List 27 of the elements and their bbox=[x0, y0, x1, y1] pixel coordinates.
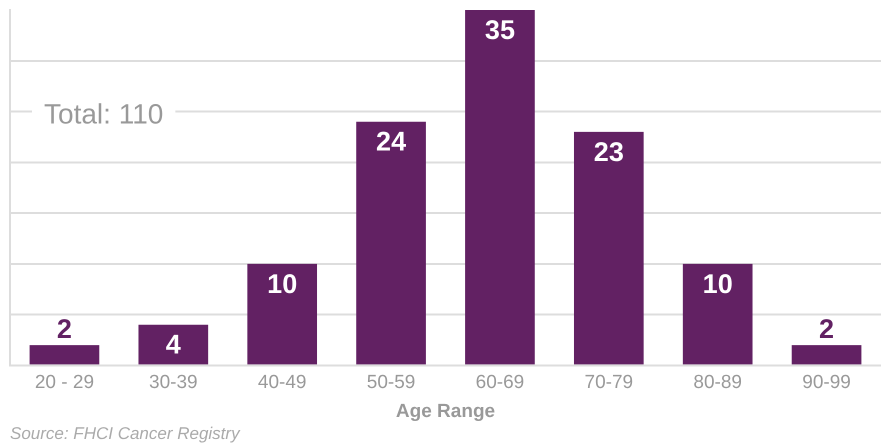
bar bbox=[30, 345, 100, 364]
bar bbox=[574, 132, 644, 364]
bar bbox=[682, 264, 753, 364]
data-label: 23 bbox=[594, 136, 624, 167]
data-label: 2 bbox=[819, 314, 834, 344]
x-tick-label: 50-59 bbox=[366, 372, 416, 394]
data-label: 10 bbox=[702, 268, 733, 299]
data-label: 2 bbox=[56, 314, 72, 344]
data-label: 10 bbox=[267, 268, 298, 299]
x-tick-label: 20 - 29 bbox=[34, 372, 94, 394]
bar bbox=[465, 10, 535, 364]
x-axis-title: Age Range bbox=[396, 400, 496, 422]
bar bbox=[247, 264, 318, 364]
x-tick-label: 70-79 bbox=[584, 372, 634, 394]
data-label: 35 bbox=[484, 14, 515, 45]
source-note: Source: FHCI Cancer Registry bbox=[10, 424, 242, 444]
x-tick-label: 30-39 bbox=[149, 372, 198, 394]
x-tick-label: 60-69 bbox=[476, 372, 524, 394]
x-tick-label: 80-89 bbox=[693, 372, 742, 394]
bar bbox=[792, 345, 862, 364]
data-label: 24 bbox=[376, 126, 406, 157]
bar bbox=[138, 324, 208, 364]
data-label: 4 bbox=[166, 330, 181, 360]
x-tick-label: 90-99 bbox=[802, 372, 851, 394]
annotation: Total: 110 bbox=[44, 98, 164, 130]
bar bbox=[356, 122, 426, 364]
x-tick-label: 40-49 bbox=[258, 372, 306, 394]
